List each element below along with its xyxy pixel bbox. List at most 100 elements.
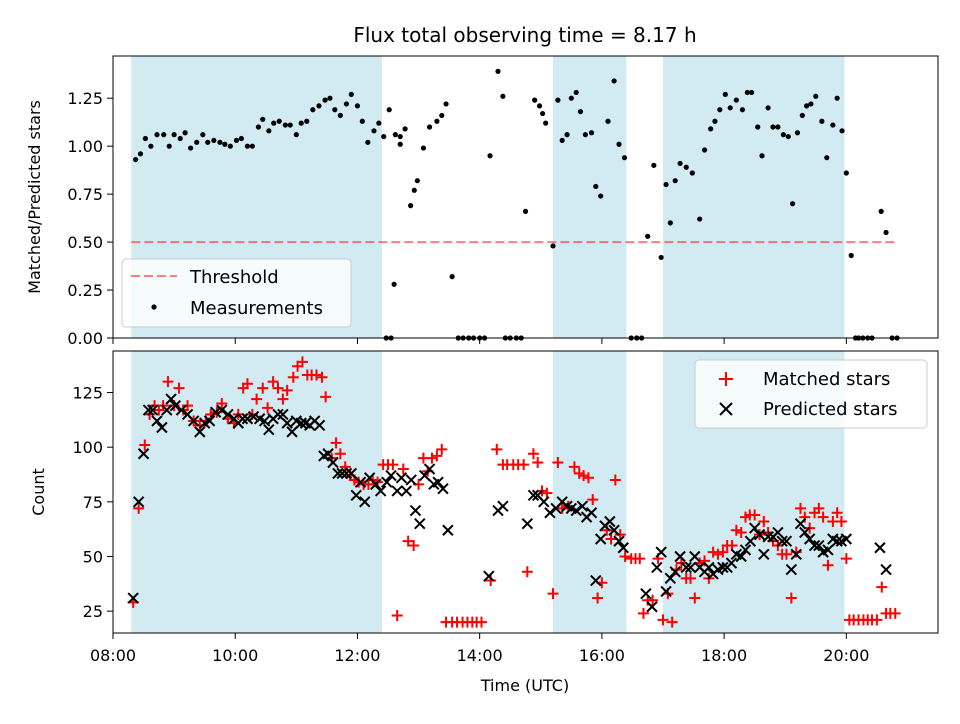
measurement-point <box>588 130 595 136</box>
matched-star-point <box>162 376 174 388</box>
predicted-star-point <box>674 550 686 563</box>
matched-star-point <box>605 533 617 545</box>
matched-star-point <box>426 452 438 464</box>
matched-star-point <box>139 439 151 451</box>
legend-measurements-label: Measurements <box>190 298 323 319</box>
top-ytick-label: 0.75 <box>67 185 103 204</box>
predicted-star-point <box>785 563 798 576</box>
predicted-star-point <box>703 561 715 574</box>
measurement-point <box>148 143 154 149</box>
measurement-point <box>200 132 206 138</box>
measurement-point <box>343 101 350 107</box>
predicted-star-point <box>758 548 770 561</box>
measurement-point <box>582 132 588 138</box>
predicted-star-point <box>409 504 422 517</box>
measurement-point <box>304 118 310 124</box>
predicted-star-point <box>613 535 625 547</box>
predicted-star-point <box>156 421 168 434</box>
predicted-star-point <box>497 500 509 512</box>
measurement-point <box>799 112 805 119</box>
predicted-star-point <box>345 467 358 480</box>
matched-star-point <box>817 511 829 523</box>
matched-star-point <box>647 594 659 606</box>
measurement-point <box>420 145 427 151</box>
measurement-point <box>708 126 714 132</box>
measurement-point <box>550 243 556 249</box>
matched-star-point <box>758 516 770 528</box>
measurement-point <box>722 91 728 97</box>
bottom-ytick-label: 100 <box>72 438 103 457</box>
measurement-point <box>391 281 397 287</box>
measurement-point <box>371 128 377 134</box>
measurement-point <box>500 93 506 99</box>
predicted-star-point <box>808 539 821 552</box>
measurement-point <box>205 139 211 145</box>
measurement-point <box>238 135 244 142</box>
matched-star-point <box>795 502 806 514</box>
measurement-point <box>621 155 628 161</box>
predicted-star-point <box>664 572 677 585</box>
bottom-ytick-label: 125 <box>72 384 103 403</box>
predicted-star-point <box>247 410 260 423</box>
top-ytick-label: 0.50 <box>67 233 103 252</box>
predicted-star-point <box>780 535 793 547</box>
matched-star-point <box>547 588 559 600</box>
matched-star-point <box>730 524 742 536</box>
matched-star-point <box>634 553 646 565</box>
predicted-star-point <box>790 548 802 561</box>
predicted-star-point <box>608 524 620 536</box>
measurement-point <box>834 95 840 101</box>
matched-star-point <box>173 382 185 394</box>
predicted-star-point <box>538 496 550 508</box>
predicted-star-point <box>725 557 738 569</box>
predicted-star-point <box>209 406 222 418</box>
matched-star-point <box>619 550 631 562</box>
matched-star-point <box>831 507 843 519</box>
chart-title: Flux total observing time = 8.17 h <box>353 23 696 47</box>
predicted-star-point <box>655 546 667 558</box>
measurement-point <box>260 116 266 122</box>
measurement-point <box>171 132 177 138</box>
predicted-star-point <box>880 563 892 576</box>
predicted-star-point <box>442 524 454 536</box>
predicted-star-point <box>142 404 155 416</box>
measurement-point <box>749 89 755 96</box>
top-legend-box <box>121 258 352 328</box>
predicted-star-point <box>748 522 761 534</box>
predicted-star-point <box>385 469 397 482</box>
measurement-point <box>813 93 819 99</box>
measurement-point <box>249 143 255 149</box>
predicted-star-point <box>739 544 752 556</box>
legend-predicted-label: Predicted stars <box>763 399 897 420</box>
predicted-star-point <box>374 485 387 497</box>
top-axis-ticks: 0.00 0.25 0.50 0.75 1.00 1.25 <box>67 89 847 348</box>
predicted-star-point <box>286 426 298 438</box>
matched-star-point <box>311 369 322 381</box>
predicted-star-point <box>432 476 444 488</box>
predicted-star-point <box>651 561 663 574</box>
matched-star-point <box>521 566 533 578</box>
measurement-point <box>354 103 361 109</box>
matched-star-point <box>476 616 487 628</box>
top-ylabel: Matched/Predicted stars <box>25 100 44 294</box>
predicted-star-point <box>660 585 672 598</box>
matched-star-point <box>330 437 342 449</box>
matched-star-point <box>320 391 332 403</box>
measurement-point <box>434 118 440 124</box>
predicted-star-point <box>327 456 339 469</box>
measurement-point <box>543 120 549 126</box>
matched-star-point <box>296 356 308 368</box>
top-ytick-label: 0.25 <box>67 281 103 300</box>
predicted-star-point <box>281 417 293 429</box>
bottom-panel: 25 50 75 100 125 08:00 10:00 12:00 14:00 16:00 18:… <box>29 350 939 695</box>
measurement-point <box>287 122 293 128</box>
measurement-point <box>142 135 148 142</box>
measurement-point <box>701 147 708 153</box>
measurement-point <box>532 97 538 103</box>
measurement-point <box>166 143 172 149</box>
bottom-xtick-label: 14:00 <box>457 646 503 665</box>
predicted-star-point <box>391 485 403 497</box>
top-ytick-label: 1.00 <box>67 137 103 156</box>
matched-star-point <box>281 384 293 396</box>
matched-star-point <box>689 592 701 604</box>
